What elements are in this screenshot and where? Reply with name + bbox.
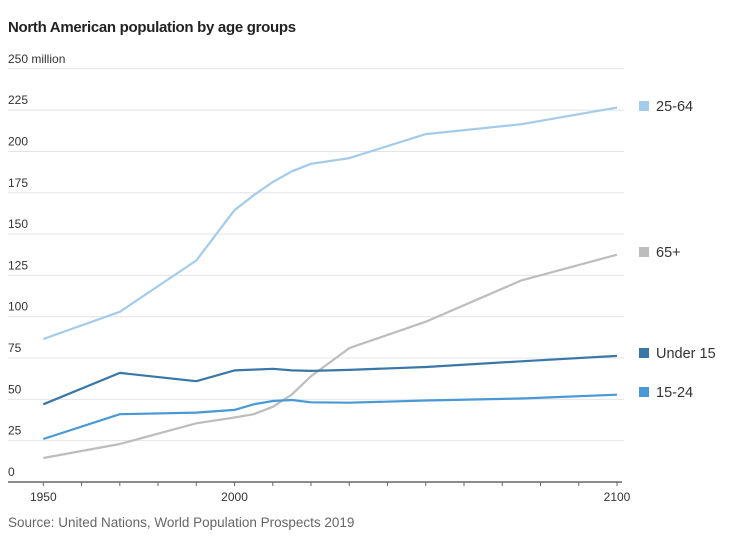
y-tick-label: 225 [8,93,28,107]
legend-swatch [639,101,649,111]
y-tick-label: 125 [8,258,28,272]
y-tick-label: 0 [8,465,15,479]
legend-label: 15-24 [656,385,693,401]
y-tick-label: 100 [8,300,28,314]
x-tick-label: 2100 [604,490,631,504]
legend-label: 25-64 [656,99,693,115]
y-tick-label: 75 [8,341,22,355]
y-tick-label: 175 [8,176,28,190]
source-note: Source: United Nations, World Population… [8,515,355,530]
series-line-25-64 [42,106,618,341]
chart-title: North American population by age groups [8,19,296,36]
x-tick-label: 1950 [30,490,57,504]
x-tick-label: 2000 [221,490,248,504]
legend-swatch [639,247,649,257]
y-tick-label: 50 [8,382,22,396]
y-tick-label: 250 million [8,52,65,66]
series-line-65+ [43,253,618,460]
series-line-under-15 [42,354,618,406]
legend-swatch [639,348,649,358]
y-tick-label: 150 [8,217,28,231]
legend-label: 65+ [656,245,681,261]
y-tick-label: 25 [8,424,22,438]
series-line-15-24 [42,393,618,441]
legend-label: Under 15 [656,346,716,362]
y-tick-label: 200 [8,134,28,148]
legend-swatch [639,387,649,397]
